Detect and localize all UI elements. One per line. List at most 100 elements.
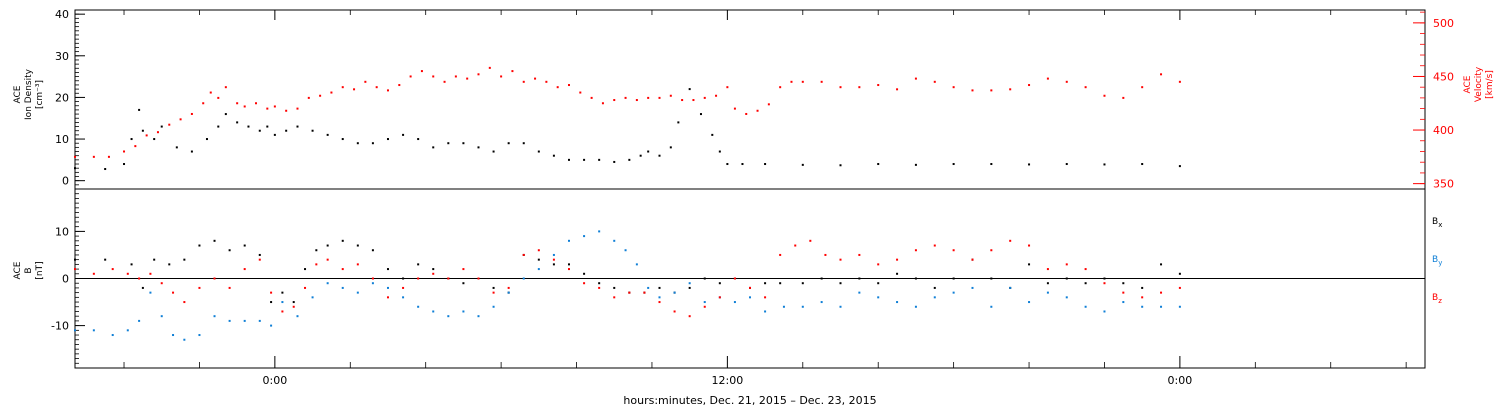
series-Bz-point [952,249,955,252]
series-By-point [402,296,405,299]
series-Bx [74,239,1181,304]
velocity-series-point [522,80,525,83]
series-By-point [492,305,495,308]
series-By-point [311,296,314,299]
velocity-series-point [364,80,367,83]
series-Bz-point [971,258,974,261]
series-Bx-point [243,244,246,247]
series-Bz-point [111,268,114,271]
series-Bz-point [673,310,676,313]
ion-density-series-point [647,150,650,153]
velocity-series-point [477,73,480,76]
velocity-series-point [590,96,593,99]
legend-main: B [1432,217,1438,227]
series-By-point [1028,301,1031,304]
ion-density-series-point [432,146,435,149]
series-By-point [386,286,389,289]
series-By-point [952,291,955,294]
series-Bx-point [1103,277,1106,280]
series-Bz-point [522,253,525,256]
series-Bx-point [598,282,601,285]
series-Bz-point [149,272,152,275]
top-left-tick-label: 20 [55,91,69,104]
velocity-series-point [1028,84,1031,87]
velocity-series-point [398,84,401,87]
series-Bx-point [688,286,691,289]
series-Bx-point [990,277,993,280]
series-Bx-point [462,282,465,285]
ion-density-series-point [224,113,227,116]
velocity-series-point [1046,77,1049,80]
ion-density-series-point [522,142,525,145]
series-Bz-point [432,272,435,275]
ion-density-series-point [658,154,661,157]
velocity-series-point [134,145,137,148]
series-Bz-point [990,249,993,252]
velocity-series-point [341,86,344,89]
velocity-series-point [692,99,695,102]
legend-main: B [1432,255,1438,265]
series-Bz-point [552,258,555,261]
series-Bx-point [858,277,861,280]
series-Bz-point [933,244,936,247]
series-Bz-point [537,249,540,252]
series-Bz-point [417,277,420,280]
ion-density-series-point [175,146,178,149]
series-By-point [1065,296,1068,299]
series-By-point [990,305,993,308]
series-Bz-point [809,239,812,242]
series-Bz-point [1103,282,1106,285]
series-Bx-point [552,263,555,266]
series-Bz-point [567,268,570,271]
series-Bx-point [315,249,318,252]
legend-Bz: Bz [1432,293,1442,305]
right-axis-label: ACE Velocity [km/s] [1463,66,1495,102]
series-Bx-point [270,301,273,304]
series-By-point [149,291,152,294]
series-Bz-point [292,305,295,308]
ion-density-series-point [741,163,744,166]
velocity-series-point [933,80,936,83]
velocity-series-point [658,96,661,99]
series-By-point [688,282,691,285]
ion-density-series-point [492,150,495,153]
series-By-point [583,235,586,238]
series-By-point [198,334,201,337]
ion-density-series-point [726,163,729,166]
velocity-series-point [669,94,672,97]
right-tick-label: 400 [1433,124,1454,137]
velocity-series-point [123,150,126,153]
ion-density-series-point [1028,163,1031,166]
series-Bx-point [292,301,295,304]
series-By-point [1046,291,1049,294]
series-By-point [1009,286,1012,289]
bottom-left-tick-label: -10 [51,320,69,333]
series-By-point [74,329,76,332]
top-left-tick-label: 10 [55,133,69,146]
series-By-point [782,305,785,308]
series-Bx-point [839,282,842,285]
velocity-series-point [726,86,729,89]
series-Bx-point [168,263,171,266]
top-left-axis-label: ACE Ion Density [cm⁻³] [13,68,45,120]
velocity-series-point [703,96,706,99]
series-By-point [371,282,374,285]
velocity-series-point [745,112,748,115]
series-Bx-point [1065,277,1068,280]
ion-density-series-point [371,142,374,145]
velocity-series-point [914,77,917,80]
velocity-series-point [1103,94,1106,97]
top-left-axis-label-line: ACE [13,85,23,103]
series-By-point [296,315,299,318]
series-Bx-point [153,258,156,261]
ion-density-series-point [1141,163,1144,166]
series-By-point [270,324,273,327]
ion-density-series-point [341,138,344,141]
series-Bx-point [1084,282,1087,285]
right-tick-label: 350 [1433,178,1454,191]
velocity-series-point [285,109,288,112]
right-tick-label: 450 [1433,70,1454,83]
velocity-series-point [556,86,559,89]
series-Bx-point [281,291,284,294]
series-By-point [673,291,676,294]
